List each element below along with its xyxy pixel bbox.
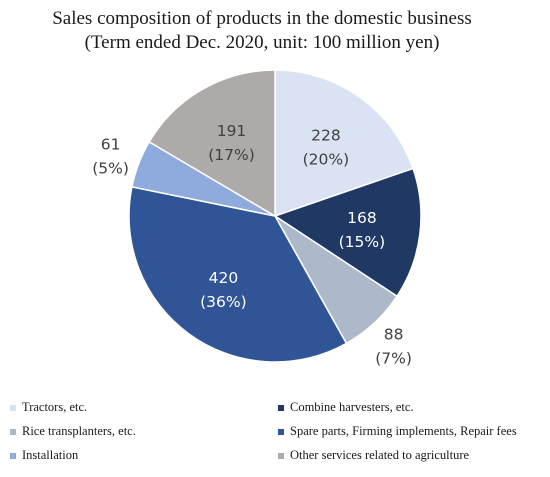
- data-label-value: 61: [101, 136, 121, 154]
- chart-title: Sales composition of products in the dom…: [52, 8, 472, 29]
- legend-label-installation: Installation: [22, 448, 79, 462]
- legend-label-rice-transplanters-etc: Rice transplanters, etc.: [22, 424, 136, 438]
- legend-label-spare-parts-firming-implements-repair-fees: Spare parts, Firming implements, Repair …: [290, 424, 517, 438]
- legend-swatch-spare-parts-firming-implements-repair-fees: [278, 429, 284, 435]
- pie-slice-combine-harvesters-etc: [273, 167, 422, 298]
- data-label-value: 420: [209, 269, 239, 287]
- data-label-percent: (17%): [208, 146, 255, 164]
- data-labels: 228 (20%) 168 (15%) 88 (7%) 420 (36%) 61 (5%) 191 (…: [92, 122, 412, 367]
- legend-swatch-combine-harvesters-etc: [278, 405, 284, 411]
- data-label-percent: (36%): [200, 293, 247, 311]
- pie-slices: [128, 69, 422, 363]
- legend: Tractors, etc. Combine harvesters, etc. Ri…: [10, 400, 517, 462]
- data-label-percent: (5%): [92, 160, 129, 178]
- data-label-value: 168: [347, 209, 377, 227]
- legend-label-combine-harvesters-etc: Combine harvesters, etc.: [290, 400, 414, 414]
- chart-subtitle: (Term ended Dec. 2020, unit: 100 million…: [85, 32, 440, 53]
- pie-slice-other-services-related-to-agriculture: [148, 69, 276, 218]
- pie-slice-spare-parts-firming-implements-repair-fees: [128, 185, 348, 363]
- data-label-percent: (20%): [303, 151, 350, 169]
- legend-label-tractors-etc: Tractors, etc.: [22, 400, 87, 414]
- legend-swatch-other-services-related-to-agriculture: [278, 453, 284, 459]
- data-label-percent: (15%): [339, 233, 386, 251]
- legend-swatch-installation: [10, 453, 16, 459]
- data-label-value: 228: [311, 127, 341, 145]
- legend-swatch-rice-transplanters-etc: [10, 429, 16, 435]
- data-label-value: 88: [384, 325, 404, 343]
- data-label-percent: (7%): [375, 349, 412, 367]
- legend-swatch-tractors-etc: [10, 405, 16, 411]
- pie-slice-tractors-etc: [274, 69, 415, 218]
- legend-label-other-services-related-to-agriculture: Other services related to agriculture: [290, 448, 470, 462]
- data-label-value: 191: [217, 122, 247, 140]
